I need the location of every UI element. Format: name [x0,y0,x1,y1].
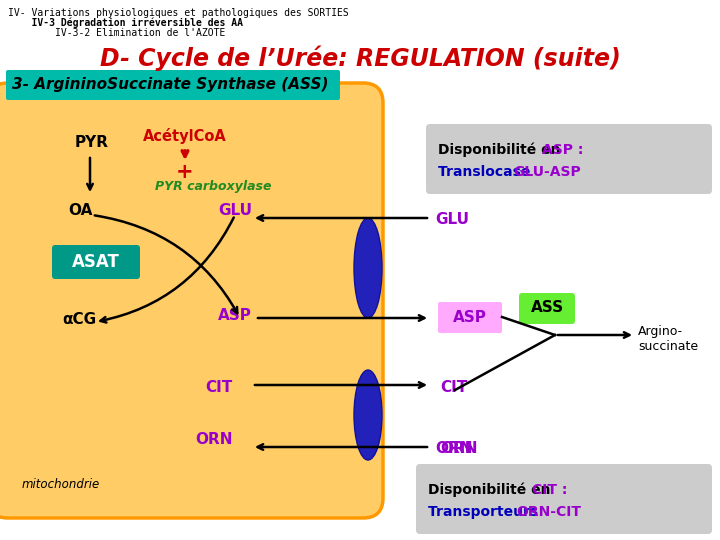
Text: Translocase: Translocase [438,165,535,179]
Text: IV-3-2 Elimination de l'AZOTE: IV-3-2 Elimination de l'AZOTE [8,28,225,38]
Text: ORN: ORN [440,441,477,456]
Text: GLU-ASP: GLU-ASP [513,165,581,179]
Text: αCG: αCG [62,312,96,327]
Text: Disponibilité en: Disponibilité en [438,143,565,157]
Text: ORN: ORN [435,441,472,456]
Text: mitochondrie: mitochondrie [22,478,100,491]
Text: ASP: ASP [218,308,252,323]
Text: 3- ArgininoSuccinate Synthase (ASS): 3- ArgininoSuccinate Synthase (ASS) [12,78,328,92]
Text: ASP :: ASP : [542,143,583,157]
Ellipse shape [354,370,382,460]
Text: CIT: CIT [440,380,467,395]
Text: ASS: ASS [531,300,564,315]
Text: AcétylCoA: AcétylCoA [143,128,227,144]
Ellipse shape [354,218,382,318]
Text: OA: OA [68,203,92,218]
Text: PYR: PYR [75,135,109,150]
Text: CIT :: CIT : [532,483,567,497]
Text: ORN-CIT: ORN-CIT [516,505,581,519]
Text: IV- Variations physiologiques et pathologiques des SORTIES: IV- Variations physiologiques et patholo… [8,8,348,18]
Text: GLU: GLU [218,203,252,218]
Text: +: + [176,162,194,182]
Text: ASP: ASP [453,309,487,325]
Text: PYR carboxylase: PYR carboxylase [155,180,271,193]
FancyBboxPatch shape [52,245,140,279]
Text: Disponibilité en: Disponibilité en [428,483,555,497]
Text: ORN: ORN [195,432,233,447]
Text: IV-3 Dégradation irréversible des AA: IV-3 Dégradation irréversible des AA [8,18,243,29]
Text: Transporteurs: Transporteurs [428,505,543,519]
FancyBboxPatch shape [438,302,502,333]
FancyBboxPatch shape [416,464,712,534]
FancyBboxPatch shape [6,70,340,100]
Text: GLU: GLU [435,212,469,227]
Text: CIT: CIT [205,380,233,395]
Text: Argino-
succinate: Argino- succinate [638,325,698,353]
FancyBboxPatch shape [426,124,712,194]
FancyBboxPatch shape [0,83,383,518]
FancyBboxPatch shape [519,293,575,324]
Text: D- Cycle de l’Urée: REGULATION (suite): D- Cycle de l’Urée: REGULATION (suite) [99,45,621,71]
Text: ASAT: ASAT [72,253,120,271]
